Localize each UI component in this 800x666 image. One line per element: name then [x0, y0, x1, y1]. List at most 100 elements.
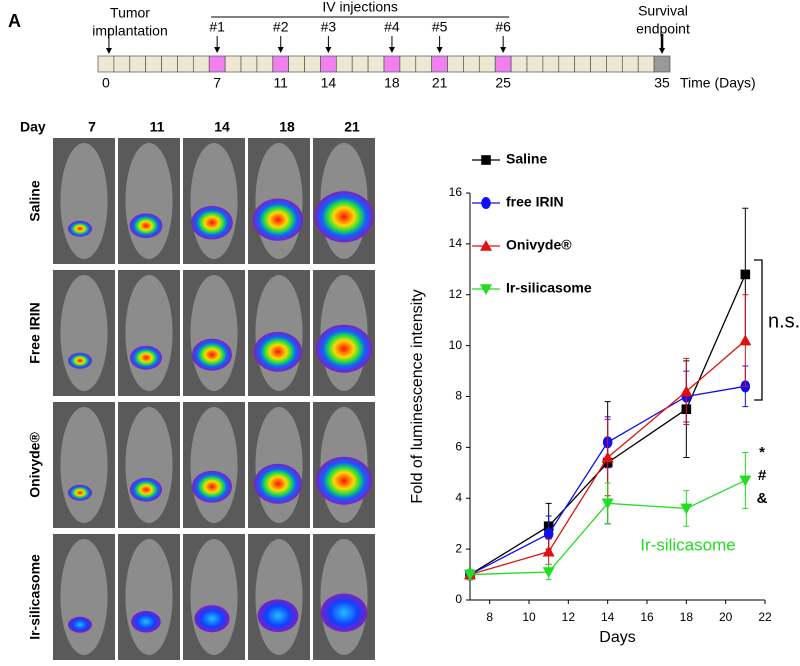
mouse-body [125, 143, 173, 259]
mouse-body [190, 539, 238, 655]
timeline-day: 7 [213, 75, 221, 91]
mouse-body [125, 539, 173, 655]
x-tick-label: 18 [680, 610, 694, 624]
timeline-cell [542, 55, 560, 73]
luminescence [68, 220, 92, 237]
mouse-body [60, 407, 108, 523]
timeline-axis-label: Time (Days) [680, 75, 756, 91]
bracket [754, 259, 763, 401]
mouse-body [190, 143, 238, 259]
timeline-cell [653, 55, 671, 73]
column-label: 18 [279, 119, 295, 135]
injection-label: #6 [495, 19, 511, 35]
marker [601, 451, 614, 463]
timeline-cell [367, 55, 385, 73]
marker [601, 498, 614, 510]
x-tick-label: 22 [758, 610, 772, 624]
timeline-cell [574, 55, 591, 73]
luminescence [130, 477, 162, 502]
injection-label: #2 [273, 19, 289, 35]
row-label: Free IRIN [27, 302, 43, 363]
x-tick-label: 8 [486, 610, 493, 624]
x-tick-label: 20 [719, 610, 733, 624]
end-label: endpoint [636, 21, 690, 37]
timeline-cell [224, 55, 242, 73]
y-tick-label: 4 [455, 490, 462, 504]
column-label: 14 [214, 119, 230, 135]
timeline-cell [351, 55, 369, 73]
timeline-cell [129, 55, 147, 73]
row-label: Onivyde® [27, 432, 43, 498]
timeline-day: 25 [495, 75, 511, 91]
timeline-cell [383, 55, 401, 73]
timeline-cell [510, 55, 528, 73]
injection-label: #3 [321, 19, 337, 35]
x-tick-label: 12 [562, 610, 576, 624]
timeline-cell [208, 55, 226, 73]
timeline-day: 21 [432, 75, 448, 91]
timeline-cell [494, 55, 512, 73]
timeline-cell [415, 55, 433, 73]
y-axis-label: Fold of luminescence intensity [409, 289, 426, 503]
arrow-head [500, 47, 507, 53]
marker [464, 569, 476, 581]
luminescence [68, 616, 92, 633]
legend-label: Saline [506, 151, 547, 167]
timeline-cell [637, 55, 655, 73]
luminescence [254, 463, 302, 504]
marker [542, 567, 555, 579]
timeline-cell [558, 55, 576, 73]
y-tick-label: 12 [449, 287, 463, 301]
mouse-body [190, 275, 238, 391]
legend-label: free IRIN [506, 194, 564, 210]
luminescence [192, 338, 232, 371]
timeline-cell [606, 55, 623, 73]
luminescence [316, 324, 372, 373]
arrow-head [325, 47, 332, 53]
mouse-body [60, 143, 108, 259]
luminescence [191, 205, 233, 240]
timeline-cell [463, 55, 480, 73]
column-label: 21 [344, 119, 360, 135]
x-axis-label: Days [599, 629, 635, 646]
marker [740, 269, 751, 280]
corner-label: Day [20, 119, 46, 135]
injection-label: #5 [432, 19, 448, 35]
timeline-cell [335, 55, 353, 73]
injection-label: #4 [384, 19, 400, 35]
timeline-cell [192, 55, 210, 73]
marker [739, 475, 752, 487]
mouse-body [125, 275, 173, 391]
mouse-body [255, 539, 303, 655]
luminescence [320, 593, 368, 632]
marker [680, 503, 693, 515]
start-label: implantation [92, 23, 168, 39]
timeline-cell [97, 55, 115, 73]
x-tick-label: 10 [522, 610, 536, 624]
y-tick-label: 2 [455, 541, 462, 555]
timeline-cell [161, 55, 178, 73]
arrow-head [214, 47, 221, 53]
luminescence [257, 599, 299, 633]
legend-marker [480, 284, 492, 295]
timeline-day: 11 [273, 75, 288, 91]
y-tick-label: 8 [455, 389, 462, 403]
luminescence [252, 198, 304, 241]
timeline-cell [272, 55, 290, 73]
annotation: & [757, 490, 768, 507]
mouse-body [125, 407, 173, 523]
row-label: Saline [27, 180, 43, 221]
mouse-body [60, 539, 108, 655]
y-tick-label: 6 [455, 440, 462, 454]
luminescence [314, 191, 374, 243]
luminescence [130, 345, 162, 370]
legend-marker [481, 197, 491, 209]
injection-label: #1 [209, 19, 225, 35]
timeline-cell [431, 55, 448, 73]
legend-marker [481, 155, 491, 165]
column-label: 11 [150, 119, 165, 135]
timeline-cell [478, 55, 496, 73]
y-tick-label: 10 [449, 338, 463, 352]
marker [739, 334, 752, 346]
